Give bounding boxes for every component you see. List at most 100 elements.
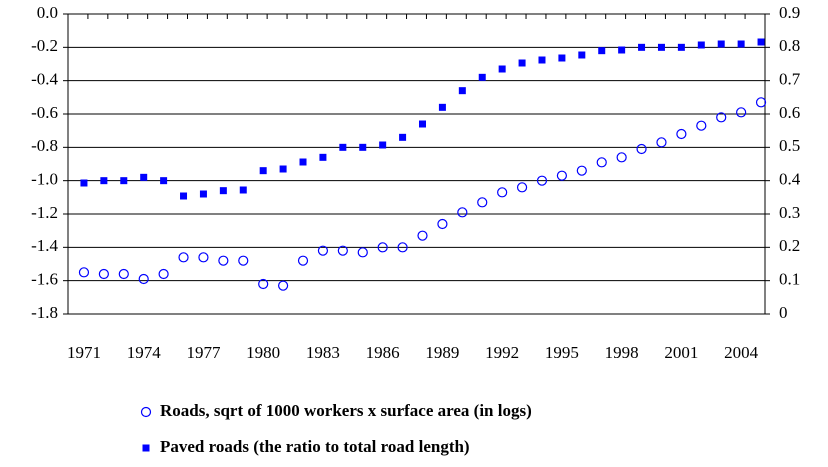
point [138, 273, 149, 285]
point [419, 120, 426, 128]
point [596, 157, 607, 168]
legend-label: Roads, sqrt of 1000 workers x surface ar… [160, 401, 532, 420]
point [737, 40, 745, 48]
point [140, 173, 148, 181]
point [478, 73, 486, 81]
y-tick-label: -0.4 [31, 70, 58, 89]
x-tick-label: 1977 [186, 343, 221, 362]
point [498, 65, 506, 73]
y-tick-label: -0.2 [31, 36, 58, 55]
y2-tick-label: 0.1 [779, 270, 800, 289]
point [278, 280, 289, 291]
point [536, 175, 548, 186]
point [120, 177, 128, 185]
x-tick-label: 1974 [127, 343, 162, 362]
point [279, 165, 287, 173]
x-tick-label: 2004 [724, 343, 759, 362]
point [158, 268, 169, 280]
point [359, 143, 367, 151]
point [717, 40, 725, 48]
point [457, 207, 468, 218]
point [417, 230, 428, 241]
x-tick-label: 2001 [664, 343, 698, 362]
y-tick-label: -0.8 [31, 136, 58, 155]
point [80, 179, 88, 187]
point [259, 167, 267, 175]
legend-marker [140, 406, 152, 418]
point [618, 46, 626, 54]
point [299, 158, 307, 166]
x-tick-label: 1971 [67, 343, 101, 362]
y2-tick-label: 0.9 [779, 3, 800, 22]
point [676, 128, 687, 140]
point [317, 245, 329, 256]
y2-tick-label: 0.5 [779, 136, 800, 155]
point [199, 190, 207, 198]
point [636, 143, 647, 155]
point [238, 255, 249, 266]
point [538, 56, 546, 64]
point [357, 247, 368, 258]
point [497, 187, 508, 198]
y2-tick-label: 0.8 [779, 36, 800, 55]
y2-tick-label: 0.4 [779, 170, 801, 189]
point [319, 153, 327, 161]
point [78, 267, 90, 278]
point [518, 59, 526, 67]
point [219, 187, 227, 195]
point [339, 143, 347, 151]
point [657, 43, 665, 51]
point [656, 137, 667, 148]
y-tick-label: -1.8 [31, 303, 58, 322]
point [297, 255, 309, 266]
y-tick-label: -0.6 [31, 103, 58, 122]
point [198, 252, 209, 263]
y2-tick-label: 0.2 [779, 236, 800, 255]
y2-tick-label: 0 [779, 303, 788, 322]
point [399, 133, 407, 141]
point [180, 192, 188, 200]
y-tick-label: -1.0 [31, 170, 58, 189]
point [696, 120, 707, 131]
x-tick-label: 1989 [425, 343, 459, 362]
point [458, 87, 466, 95]
point [100, 177, 108, 185]
point [616, 152, 627, 163]
point [757, 38, 765, 46]
point [736, 107, 747, 118]
y2-tick-label: 0.6 [779, 103, 800, 122]
point [677, 43, 685, 51]
point [578, 51, 586, 59]
point [379, 141, 387, 149]
point [160, 177, 168, 185]
y-tick-label: 0.0 [37, 3, 58, 22]
point [218, 255, 229, 266]
legend-label: Paved roads (the ratio to total road len… [160, 437, 470, 456]
x-tick-label: 1980 [246, 343, 280, 362]
legend-marker [142, 444, 150, 452]
x-tick-label: 1986 [366, 343, 400, 362]
x-tick-label: 1995 [545, 343, 579, 362]
point [576, 165, 587, 176]
point [716, 112, 727, 123]
point [638, 43, 646, 51]
point [437, 218, 448, 230]
point [178, 252, 189, 263]
point [438, 103, 446, 111]
point [755, 97, 767, 108]
y2-tick-label: 0.7 [779, 70, 801, 89]
x-tick-label: 1983 [306, 343, 340, 362]
y-tick-label: -1.6 [31, 270, 58, 289]
point [598, 47, 606, 55]
y-tick-label: -1.4 [31, 236, 58, 255]
x-tick-label: 1992 [485, 343, 519, 362]
point [397, 242, 408, 253]
point [556, 170, 568, 181]
point [516, 182, 528, 193]
y2-tick-label: 0.3 [779, 203, 800, 222]
point [558, 54, 566, 62]
point [239, 186, 247, 194]
point [118, 268, 129, 280]
point [377, 242, 388, 253]
